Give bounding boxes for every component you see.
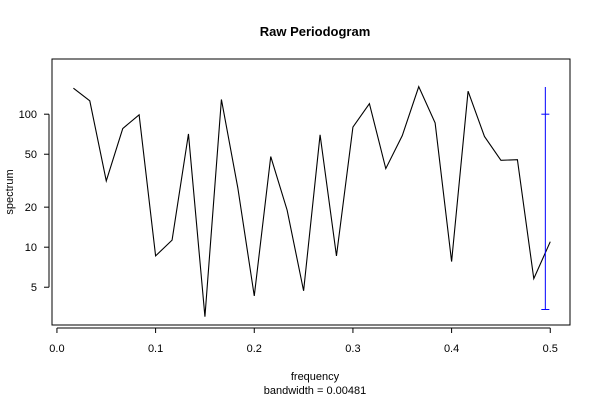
spectrum-series-line — [73, 85, 551, 317]
x-axis-label: frequency — [291, 371, 340, 383]
x-axis: 0.0 0.1 0.2 0.3 0.4 0.5 — [49, 327, 558, 355]
spectrum-point — [73, 87, 75, 89]
y-axis-label: spectrum — [4, 169, 16, 214]
spectrum-point — [484, 136, 486, 138]
spectrum-point — [221, 99, 223, 101]
x-tick-label: 0.4 — [444, 343, 459, 355]
spectrum-point — [385, 168, 387, 170]
x-tick-label: 0.2 — [247, 343, 262, 355]
plot-frame — [51, 58, 571, 326]
spectrum-point — [352, 126, 354, 128]
spectrum-point — [549, 241, 551, 243]
spectrum-point — [138, 114, 140, 116]
spectrum-point — [286, 209, 288, 211]
spectrum-point — [171, 239, 173, 241]
y-tick-label: 5 — [31, 282, 37, 294]
spectrum-point — [303, 290, 305, 292]
bandwidth-label: bandwidth = 0.00481 — [264, 385, 366, 397]
y-tick-label: 50 — [25, 149, 37, 161]
spectrum-point — [105, 180, 107, 182]
spectrum-point — [188, 133, 190, 135]
spectrum-point — [533, 278, 535, 280]
x-tick-label: 0.1 — [148, 343, 163, 355]
confidence-interval-bar — [541, 87, 550, 311]
spectrum-point — [467, 90, 469, 92]
spectrum-point — [122, 128, 124, 130]
spectrum-point — [500, 160, 502, 162]
spectrum-point — [401, 135, 403, 137]
spectrum-point — [517, 159, 519, 161]
spectrum-point — [253, 295, 255, 297]
y-tick-label: 10 — [25, 242, 37, 254]
y-tick-label: 20 — [25, 202, 37, 214]
spectrum-point — [369, 103, 371, 105]
chart-title: Raw Periodogram — [260, 24, 371, 39]
spectrum-point — [204, 316, 206, 318]
spectrum-point — [336, 255, 338, 257]
spectrum-point — [418, 86, 420, 88]
spectrum-point — [155, 255, 157, 257]
x-tick-label: 0.3 — [345, 343, 360, 355]
spectrum-point — [319, 134, 321, 136]
spectrum-point — [434, 122, 436, 124]
x-tick-label: 0.0 — [49, 343, 64, 355]
spectrum-point — [451, 261, 453, 263]
x-tick-label: 0.5 — [543, 343, 558, 355]
y-axis: 5 10 20 50 100 — [19, 109, 50, 294]
spectrum-point — [89, 100, 91, 102]
spectrum-point — [270, 156, 272, 158]
spectrum-point — [237, 187, 239, 189]
y-tick-label: 100 — [19, 109, 37, 121]
